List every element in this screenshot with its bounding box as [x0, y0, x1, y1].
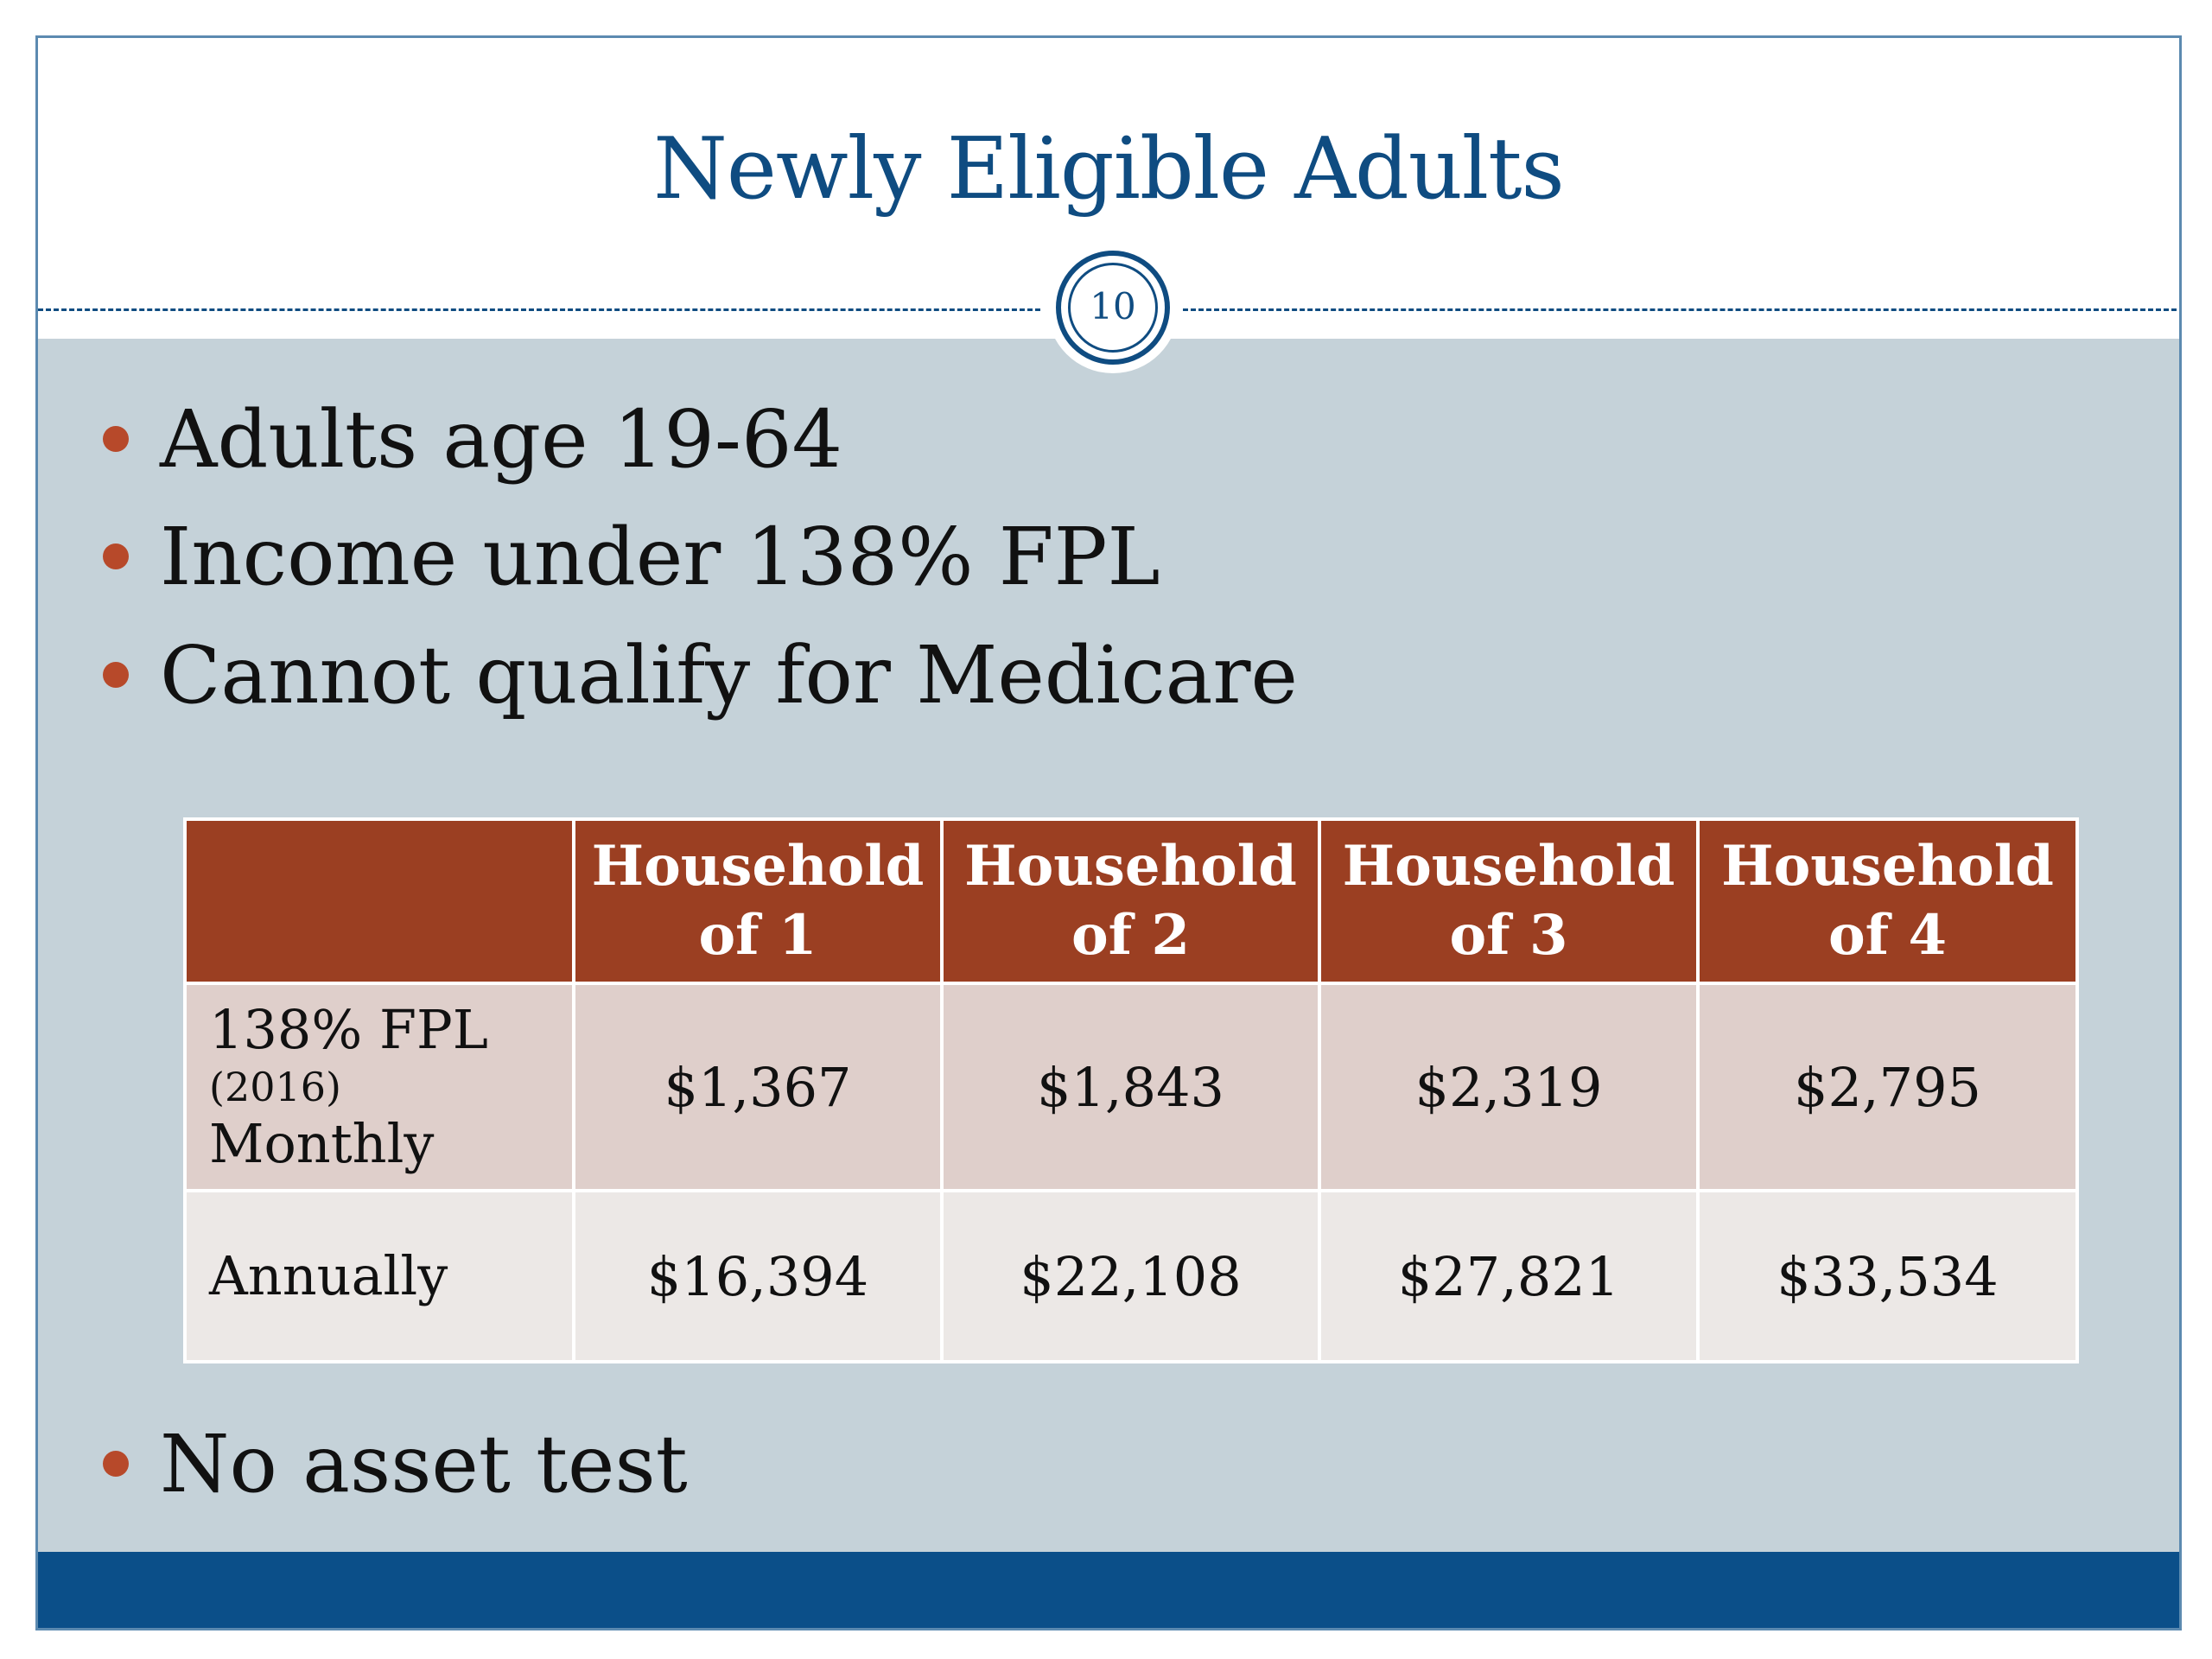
bullet-text: Income under 138% FPL — [160, 510, 1160, 603]
bullet-item: Adults age 19-64 — [103, 387, 842, 491]
bullet-dot-icon — [103, 1451, 129, 1477]
header-line: of 3 — [1449, 903, 1568, 968]
header-divider-left — [38, 308, 1040, 311]
bullet-text: Adults age 19-64 — [160, 392, 843, 486]
header-divider-right — [1183, 308, 2179, 311]
header-line: of 4 — [1827, 903, 1948, 968]
header-line: Household — [1342, 834, 1675, 899]
header-line: of 2 — [1071, 903, 1191, 968]
table-row: Annually $16,394 $22,108 $27,821 $33,534 — [183, 1189, 2079, 1363]
row-label-annually: Annually — [183, 1189, 575, 1363]
slide-title: Newly Eligible Adults — [653, 120, 1565, 219]
table-cell: $1,843 — [940, 982, 1321, 1192]
table-cell: $2,319 — [1318, 982, 1700, 1192]
row-label-line: Annually — [209, 1244, 448, 1307]
bullet-item: No asset test — [103, 1412, 688, 1516]
bullet-item: Income under 138% FPL — [103, 505, 1160, 608]
table-cell: $33,534 — [1696, 1189, 2079, 1363]
income-limits-table: Household of 1 Household of 2 Household … — [183, 817, 2079, 1363]
bullet-dot-icon — [103, 543, 129, 569]
header-cell: Household of 2 — [940, 817, 1321, 985]
bullet-item: Cannot qualify for Medicare — [103, 623, 1298, 727]
row-label-line: 138% FPL — [209, 998, 488, 1061]
table-row: 138% FPL (2016) Monthly $1,367 $1,843 $2… — [183, 982, 2079, 1192]
slide: Newly Eligible Adults 10 Adults age 19-6… — [35, 35, 2182, 1630]
header-cell-empty — [183, 817, 575, 985]
table-cell: $2,795 — [1696, 982, 2079, 1192]
bullet-dot-icon — [103, 426, 129, 452]
table-cell: $16,394 — [572, 1189, 944, 1363]
table-header-row: Household of 1 Household of 2 Household … — [183, 817, 2079, 985]
page-number: 10 — [1068, 263, 1158, 353]
bullet-text: No asset test — [160, 1417, 688, 1510]
table-cell: $1,367 — [572, 982, 944, 1192]
header-cell: Household of 3 — [1318, 817, 1700, 985]
bullet-text: Cannot qualify for Medicare — [160, 628, 1298, 721]
header-line: Household — [964, 834, 1297, 899]
header-cell: Household of 4 — [1696, 817, 2079, 985]
header-line: Household — [1721, 834, 2054, 899]
table-cell: $22,108 — [940, 1189, 1321, 1363]
table-cell: $27,821 — [1318, 1189, 1700, 1363]
row-label-monthly: 138% FPL (2016) Monthly — [183, 982, 575, 1192]
bullet-dot-icon — [103, 662, 129, 688]
footer-bar — [38, 1552, 2179, 1628]
row-label-line: (2016) — [209, 1064, 341, 1110]
header-line: of 1 — [698, 903, 817, 968]
row-label-line: Monthly — [209, 1112, 435, 1175]
header-line: Household — [591, 834, 925, 899]
header-cell: Household of 1 — [572, 817, 944, 985]
